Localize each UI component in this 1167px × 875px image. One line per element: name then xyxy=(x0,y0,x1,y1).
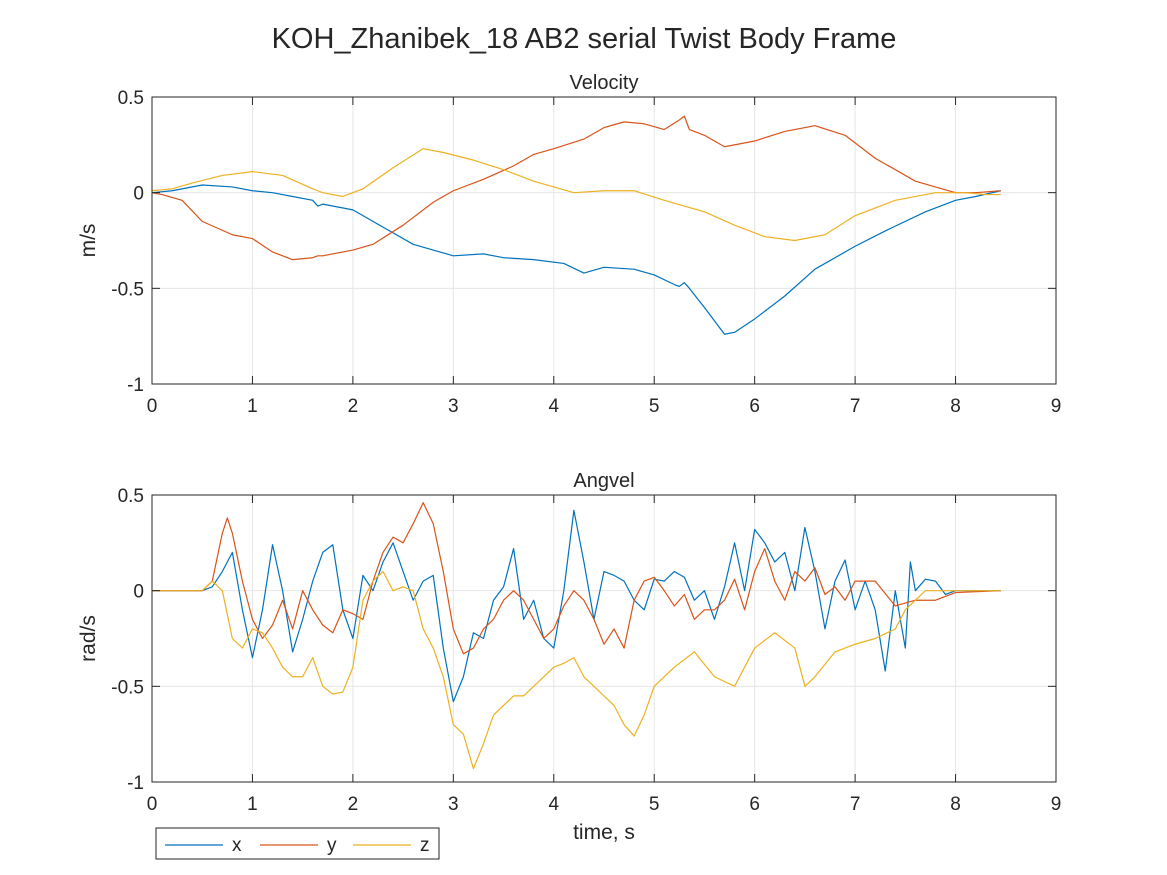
x-tick-label: 7 xyxy=(850,396,861,417)
x-tick-label: 3 xyxy=(448,396,459,417)
y-tick-label: 0 xyxy=(133,184,144,205)
y-tick-label: 0 xyxy=(133,582,144,603)
x-tick-label: 0 xyxy=(147,794,158,815)
series-line-x xyxy=(152,509,1001,703)
y-axis-label: rad/s xyxy=(77,615,100,662)
subplot-angvel: 0 1 2 3 4 5 6 7 8 9 -1 -0.5 0 0.5 Angvel rad/s time, s xyxy=(77,470,1061,844)
axes-box xyxy=(151,96,1057,385)
series-line-z xyxy=(152,148,1001,242)
y-tick-label: -0.5 xyxy=(111,677,144,698)
x-tick-label: 1 xyxy=(247,396,258,417)
y-tick-label: 0.5 xyxy=(118,88,144,109)
axes-box xyxy=(151,494,1057,783)
legend-label-z: z xyxy=(420,835,430,856)
plot-area xyxy=(152,495,1056,782)
subplot-title: Velocity xyxy=(570,72,639,94)
series-line-x xyxy=(152,184,1001,335)
y-tick-label: -1 xyxy=(127,773,144,794)
x-tick-label: 1 xyxy=(247,794,258,815)
x-tick-label: 5 xyxy=(649,794,660,815)
x-tick-label: 2 xyxy=(348,794,359,815)
x-axis-label: time, s xyxy=(573,821,635,844)
x-tick-label: 9 xyxy=(1051,396,1062,417)
legend: x y z xyxy=(155,827,440,860)
subplot-velocity: 0 1 2 3 4 5 6 7 8 9 -1 -0.5 0 0.5 Velocity m/s xyxy=(77,72,1061,417)
x-tick-label: 9 xyxy=(1051,794,1062,815)
legend-label-x: x xyxy=(232,835,242,856)
y-tick-label: -1 xyxy=(127,375,144,396)
plot-area xyxy=(152,97,1056,384)
x-tick-label: 4 xyxy=(548,794,559,815)
legend-label-y: y xyxy=(327,835,337,856)
x-tick-label: 2 xyxy=(348,396,359,417)
x-tick-label: 8 xyxy=(950,396,961,417)
y-axis-label: m/s xyxy=(77,224,100,258)
y-tick-label: 0.5 xyxy=(118,486,144,507)
x-tick-label: 6 xyxy=(749,794,760,815)
series-line-z xyxy=(152,570,1001,770)
figure-title: KOH_Zhanibek_18 AB2 serial Twist Body Fr… xyxy=(272,23,897,55)
subplot-title: Angvel xyxy=(573,470,634,492)
series-line-y xyxy=(152,115,1001,261)
x-tick-label: 4 xyxy=(548,396,559,417)
x-tick-label: 0 xyxy=(147,396,158,417)
series-line-y xyxy=(152,502,1001,655)
x-tick-label: 8 xyxy=(950,794,961,815)
x-tick-label: 6 xyxy=(749,396,760,417)
x-tick-label: 3 xyxy=(448,794,459,815)
legend-box xyxy=(155,827,440,860)
x-tick-label: 5 xyxy=(649,396,660,417)
x-tick-label: 7 xyxy=(850,794,861,815)
y-tick-label: -0.5 xyxy=(111,279,144,300)
